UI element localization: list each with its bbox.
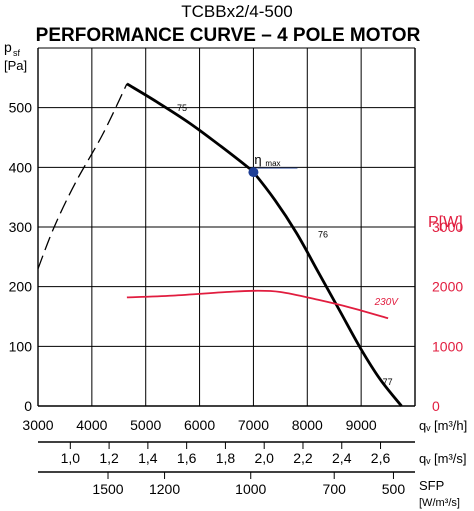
x-tick-label: 5000: [130, 417, 161, 433]
efficiency-label: 75: [177, 103, 187, 113]
y-tick-label: 200: [9, 279, 33, 295]
sfp-tick-label: 1200: [149, 481, 180, 497]
flow-m3s-tick-label: 1,6: [177, 450, 197, 466]
flow-m3s-axis-label: qᵥ [m³/s]: [419, 451, 467, 466]
unstable-region-curve: [37, 83, 128, 270]
chart-title: TCBBx2/4-500: [181, 2, 293, 21]
pressure-curve: [126, 82, 403, 407]
flow-m3s-tick-label: 1,8: [216, 450, 236, 466]
x-axis-label: qᵥ [m³/h]: [419, 418, 467, 433]
efficiency-label: 76: [318, 230, 328, 240]
y-tick-label: 400: [9, 159, 33, 175]
sfp-tick-label: 700: [323, 481, 347, 497]
y-tick-label: 300: [9, 219, 33, 235]
sfp-tick-label: 500: [382, 481, 406, 497]
x-tick-label: 4000: [76, 417, 107, 433]
y2-axis-label: P[W]: [428, 214, 463, 231]
x-tick-label: 8000: [292, 417, 323, 433]
grid: [38, 47, 415, 407]
flow-m3s-tick-label: 2,2: [293, 450, 313, 466]
y2-tick-label: 3000: [432, 219, 463, 235]
y-tick-label: 0: [24, 398, 32, 414]
sfp-axis-label-top: SFP: [419, 478, 444, 493]
y-axis-label-subscript: sf: [13, 48, 21, 58]
labels: TCBBx2/4-500 PERFORMANCE CURVE – 4 POLE M…: [4, 2, 467, 509]
flow-m3s-tick-label: 1,2: [99, 450, 119, 466]
x-tick-label: 7000: [238, 417, 269, 433]
y2-tick-label: 2000: [432, 279, 463, 295]
sfp-tick-label: 1500: [92, 481, 123, 497]
sfp-tick-label: 1000: [235, 481, 266, 497]
efficiency-label: 77: [383, 377, 393, 387]
curves: [37, 82, 403, 407]
sfp-axis-label-bottom: [W/m³/s]: [419, 497, 460, 509]
eta-max-symbol: η: [254, 152, 261, 167]
flow-m3s-tick-label: 2,4: [332, 450, 352, 466]
y-tick-label: 500: [9, 100, 33, 116]
x-tick-label: 9000: [346, 417, 377, 433]
eta-max-marker: [248, 167, 259, 178]
flow-m3s-tick-label: 1,4: [138, 450, 158, 466]
y-axis-label-symbol: p: [4, 39, 12, 55]
chart-subtitle: PERFORMANCE CURVE – 4 POLE MOTOR: [36, 25, 421, 46]
power-curve: [126, 289, 389, 320]
eta-max-label: max: [265, 159, 280, 168]
y2-tick-label: 0: [432, 398, 440, 414]
x-tick-label: 3000: [22, 417, 53, 433]
flow-m3s-tick-label: 2,6: [371, 450, 391, 466]
flow-m3s-tick-label: 1,0: [61, 450, 81, 466]
power-curve-label: 230V: [374, 297, 400, 308]
y-axis-label-unit: [Pa]: [4, 58, 27, 73]
x-tick-label: 6000: [184, 417, 215, 433]
y2-tick-label: 1000: [432, 338, 463, 354]
y-tick-label: 100: [9, 338, 33, 354]
flow-m3s-tick-label: 2,0: [254, 450, 274, 466]
axes: [37, 48, 416, 479]
